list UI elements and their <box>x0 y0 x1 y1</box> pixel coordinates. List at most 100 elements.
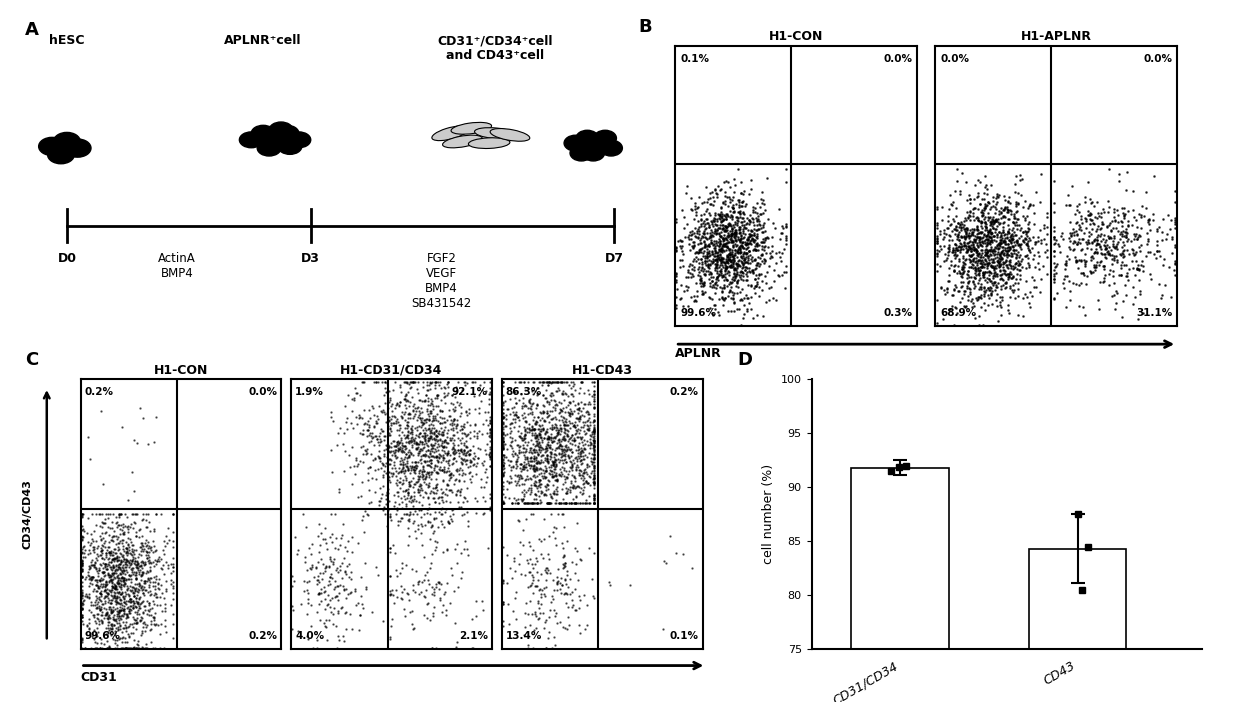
Point <box>462 642 482 654</box>
Point <box>978 260 997 272</box>
Point <box>525 498 545 509</box>
Point <box>120 593 140 604</box>
Point <box>986 282 1006 293</box>
Point <box>554 413 574 424</box>
Point <box>354 405 374 416</box>
Point <box>382 418 401 429</box>
Point <box>361 435 380 446</box>
Point <box>120 618 140 630</box>
Point <box>105 629 125 640</box>
Point <box>532 432 551 443</box>
Point <box>536 376 556 388</box>
Point <box>731 230 751 241</box>
Point <box>120 581 140 592</box>
Point <box>576 495 596 506</box>
Point <box>720 220 740 231</box>
Point <box>361 427 380 438</box>
Point <box>1092 235 1111 246</box>
Point <box>686 225 706 236</box>
Point <box>119 621 139 632</box>
Ellipse shape <box>468 138 510 149</box>
Point <box>398 425 418 437</box>
Point <box>519 396 539 407</box>
Point <box>349 456 369 467</box>
Point <box>524 411 544 423</box>
Point <box>1092 212 1111 223</box>
Point <box>976 246 996 258</box>
Point <box>693 288 712 299</box>
Point <box>380 423 400 434</box>
Point <box>987 316 1007 327</box>
Point <box>711 256 731 267</box>
Point <box>394 490 414 501</box>
Point <box>1149 245 1168 256</box>
Point <box>437 448 457 459</box>
Point <box>415 422 435 433</box>
Point <box>969 264 989 275</box>
Point <box>524 479 544 491</box>
Point <box>738 188 758 199</box>
Point <box>155 536 175 547</box>
Point <box>534 514 554 525</box>
Point <box>451 445 471 456</box>
Point <box>997 228 1017 239</box>
Point <box>466 418 486 430</box>
Point <box>726 258 746 269</box>
Point <box>128 563 147 574</box>
Point <box>470 425 489 437</box>
Point <box>353 425 373 436</box>
Point <box>1074 213 1094 224</box>
Point <box>729 270 748 281</box>
Point <box>999 256 1018 267</box>
Point <box>706 279 726 291</box>
Point <box>76 642 95 654</box>
Point <box>1005 178 1025 190</box>
Point <box>991 246 1011 258</box>
Point <box>527 451 546 463</box>
Point <box>103 569 123 581</box>
Point <box>1090 256 1110 267</box>
Point <box>571 443 591 454</box>
Point <box>551 423 571 434</box>
Point <box>958 231 978 242</box>
Point <box>377 443 396 454</box>
Point <box>996 245 1016 256</box>
Point <box>72 555 92 567</box>
Point <box>725 264 745 275</box>
Point <box>1104 239 1124 250</box>
Point <box>585 425 605 437</box>
Point <box>405 468 425 479</box>
Point <box>449 468 468 479</box>
Point <box>85 574 105 585</box>
Point <box>72 510 92 522</box>
Point <box>1005 261 1025 272</box>
Point <box>380 511 400 522</box>
Point <box>426 425 446 437</box>
Point <box>83 559 103 571</box>
Point <box>533 425 553 436</box>
Point <box>1011 255 1031 266</box>
Point <box>152 606 172 617</box>
Point <box>561 498 581 509</box>
Point <box>457 482 477 494</box>
Point <box>738 246 758 257</box>
Point <box>146 411 166 423</box>
Point <box>416 405 436 416</box>
Point <box>945 211 965 222</box>
Point <box>667 277 686 288</box>
Point <box>110 604 130 616</box>
Point <box>128 562 147 574</box>
Point <box>959 210 979 221</box>
Point <box>457 495 477 506</box>
Point <box>404 434 424 445</box>
Point <box>479 423 499 435</box>
Point <box>112 636 131 647</box>
Point <box>99 585 119 596</box>
Point <box>742 232 762 244</box>
Point <box>120 521 140 532</box>
Point <box>543 423 563 435</box>
Point <box>409 406 429 417</box>
Point <box>380 395 400 406</box>
Point <box>558 430 577 441</box>
Point <box>460 468 479 479</box>
